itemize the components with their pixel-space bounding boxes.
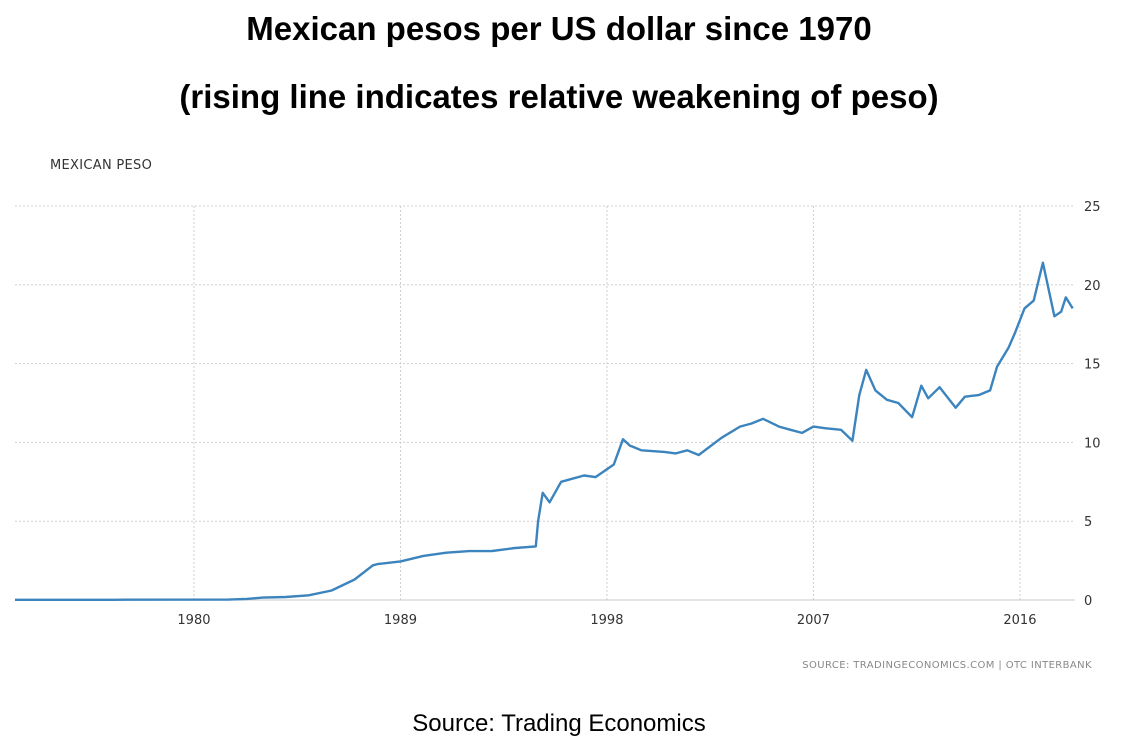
y-tick-label: 10 [1084, 436, 1101, 451]
y-tick-label: 15 [1084, 358, 1101, 373]
x-tick-label: 2007 [797, 613, 830, 628]
chart-title-line-1: Mexican pesos per US dollar since 1970 [246, 10, 872, 47]
y-tick-labels: 0 5 10 15 20 25 [1084, 200, 1101, 609]
series-label: MEXICAN PESO [50, 158, 153, 173]
source-credit: SOURCE: TRADINGECONOMICS.COM | OTC INTER… [802, 660, 1092, 671]
x-tick-label: 2016 [1003, 613, 1036, 628]
vertical-gridlines [193, 206, 1021, 600]
x-tick-labels: 1980 1989 1998 2007 2016 [177, 613, 1036, 628]
x-tick-label: 1998 [590, 613, 623, 628]
y-tick-label: 5 [1084, 515, 1092, 530]
y-tick-label: 25 [1084, 200, 1101, 215]
x-tick-label: 1989 [384, 613, 417, 628]
x-tick-label: 1980 [177, 613, 210, 628]
series-line-mexican-peso [15, 261, 1074, 601]
footer-source: Source: Trading Economics [412, 710, 706, 737]
line-chart: 1980 1989 1998 2007 2016 0 5 10 15 20 25 [15, 200, 1101, 628]
y-tick-label: 0 [1084, 594, 1092, 609]
horizontal-gridlines [15, 205, 1075, 522]
y-tick-label: 20 [1084, 279, 1101, 294]
chart-title-line-2: (rising line indicates relative weakenin… [179, 78, 939, 115]
